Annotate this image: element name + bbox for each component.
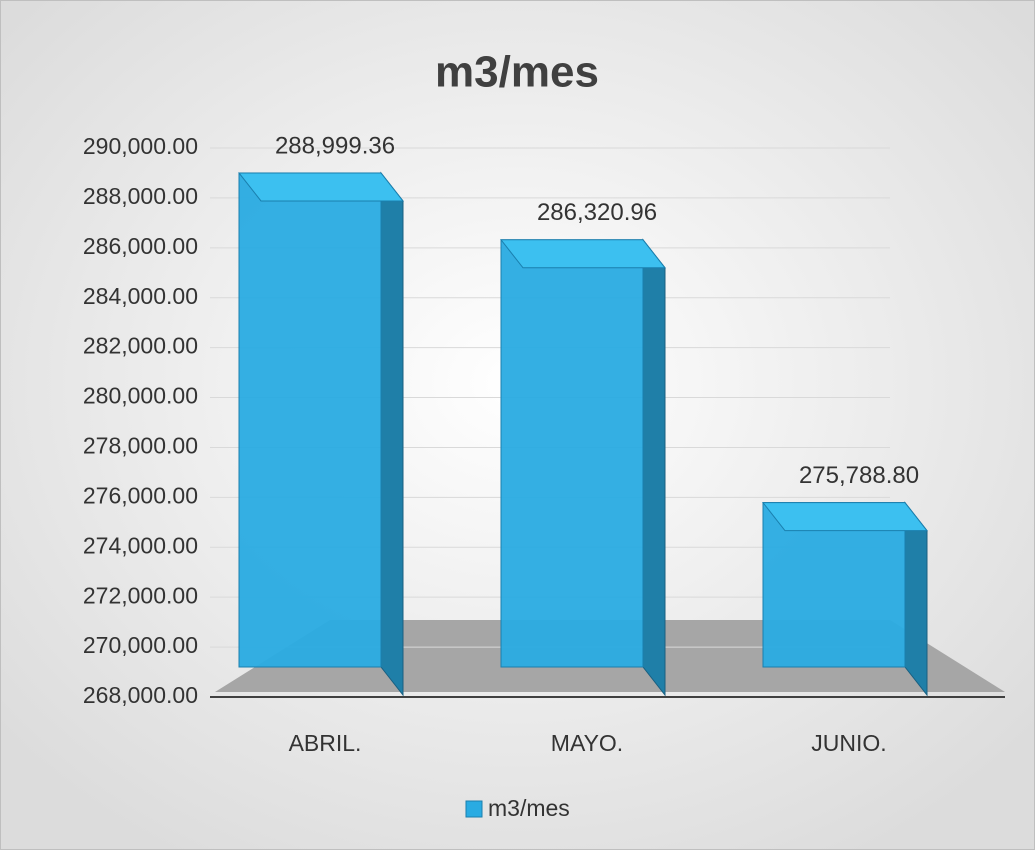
y-tick-label: 280,000.00 <box>83 383 198 409</box>
y-tick-label: 274,000.00 <box>83 532 198 558</box>
y-tick-label: 284,000.00 <box>83 283 198 309</box>
bar-side <box>904 501 928 697</box>
bar-side <box>380 171 404 697</box>
bar-top <box>499 239 667 269</box>
data-label: 286,320.96 <box>537 199 657 226</box>
bar-top <box>761 502 929 532</box>
x-tick-label: ABRIL. <box>289 730 362 756</box>
bar <box>238 172 382 668</box>
bar-side <box>642 238 666 697</box>
y-tick-label: 268,000.00 <box>83 682 198 708</box>
x-tick-label: MAYO. <box>551 730 623 756</box>
chart-title: m3/mes <box>435 48 599 97</box>
x-tick-label: JUNIO. <box>811 730 886 756</box>
legend-label: m3/mes <box>488 795 570 821</box>
y-tick-label: 290,000.00 <box>83 133 198 159</box>
y-tick-label: 270,000.00 <box>83 632 198 658</box>
legend-swatch <box>465 800 483 818</box>
y-tick-label: 282,000.00 <box>83 333 198 359</box>
y-tick-label: 288,000.00 <box>83 183 198 209</box>
bar <box>500 239 644 668</box>
data-label: 288,999.36 <box>275 132 395 159</box>
y-tick-label: 278,000.00 <box>83 433 198 459</box>
bar-top <box>237 172 405 202</box>
y-tick-label: 272,000.00 <box>83 582 198 608</box>
data-label: 275,788.80 <box>799 462 919 489</box>
y-tick-label: 286,000.00 <box>83 233 198 259</box>
y-tick-label: 276,000.00 <box>83 482 198 508</box>
